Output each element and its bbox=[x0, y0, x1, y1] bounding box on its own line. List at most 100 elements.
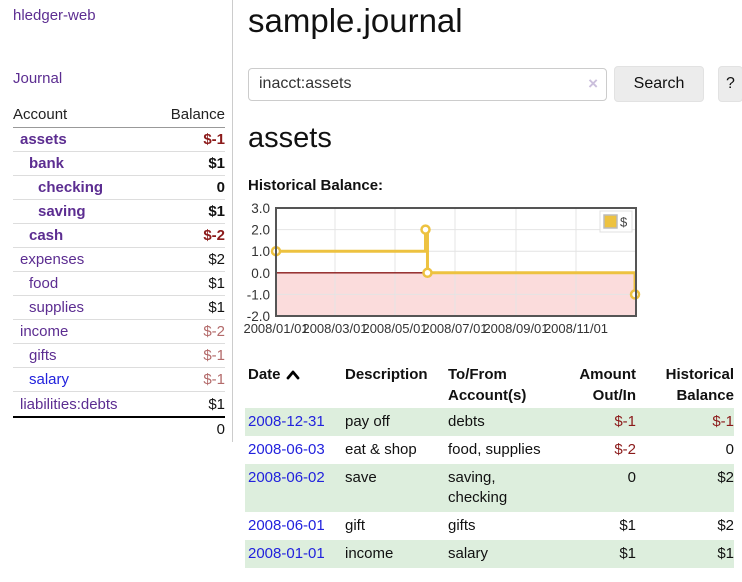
svg-text:2008/01/01: 2008/01/01 bbox=[243, 321, 308, 336]
account-link[interactable]: bank bbox=[29, 155, 65, 172]
register-date-cell: 2008-01-01 bbox=[245, 540, 345, 568]
register-amount: $-1 bbox=[614, 413, 636, 430]
account-link[interactable]: saving bbox=[38, 203, 86, 220]
sort-asc-icon bbox=[286, 370, 299, 380]
account-balance: $-2 bbox=[203, 227, 225, 244]
svg-text:-1.0: -1.0 bbox=[247, 287, 270, 302]
register-accounts-cell: debts bbox=[448, 413, 485, 430]
register-balance: $1 bbox=[717, 545, 734, 562]
balance-column-header: Balance bbox=[170, 106, 225, 123]
balance-column-header: Historical Balance bbox=[665, 366, 734, 404]
date-header-label: Date bbox=[248, 366, 281, 383]
svg-text:3.0: 3.0 bbox=[251, 201, 270, 216]
search-input[interactable] bbox=[248, 67, 607, 101]
register-date-cell: 2008-06-02 bbox=[245, 464, 345, 512]
svg-text:0.0: 0.0 bbox=[251, 266, 270, 281]
amount-column-header: Amount Out/In bbox=[579, 366, 636, 404]
account-balance: 0 bbox=[216, 179, 225, 196]
account-link[interactable]: salary bbox=[29, 371, 70, 388]
account-balance: $1 bbox=[208, 395, 225, 413]
svg-text:2008/05/01: 2008/05/01 bbox=[362, 321, 427, 336]
account-link[interactable]: income bbox=[20, 323, 69, 340]
account-link[interactable]: checking bbox=[38, 179, 104, 196]
register-accounts-cell: gifts bbox=[448, 517, 476, 534]
account-row: expenses $2 bbox=[13, 248, 225, 272]
register-balance: $-1 bbox=[712, 413, 734, 430]
register-date-cell: 2008-06-03 bbox=[245, 436, 345, 464]
svg-text:1.0: 1.0 bbox=[251, 244, 270, 259]
register-amount: 0 bbox=[627, 469, 636, 486]
account-link[interactable]: expenses bbox=[20, 251, 85, 268]
account-row: food $1 bbox=[13, 272, 225, 296]
page-title: sample.journal bbox=[248, 2, 463, 39]
account-row: salary $-1 bbox=[13, 368, 225, 392]
historical-balance-chart: $3.0 2.0 1.0 0.0 -1.0 -2.0 2008/01/01 2008/03/0… bbox=[243, 200, 724, 345]
register-description-cell: save bbox=[345, 469, 377, 486]
search-button[interactable]: Search bbox=[614, 66, 704, 102]
description-column-header: Description bbox=[345, 366, 428, 383]
svg-text:2008/09/01: 2008/09/01 bbox=[483, 321, 548, 336]
search-bar: × Search ? bbox=[248, 66, 742, 102]
total-balance: 0 bbox=[216, 420, 225, 438]
account-row: gifts $-1 bbox=[13, 344, 225, 368]
register-table: Date Description To/From Account(s) Amou… bbox=[245, 360, 734, 568]
svg-text:-2.0: -2.0 bbox=[247, 309, 270, 324]
account-link[interactable]: assets bbox=[20, 131, 67, 148]
sidebar-item-journal[interactable]: Journal bbox=[13, 70, 63, 87]
register-header-row: Date Description To/From Account(s) Amou… bbox=[245, 360, 734, 408]
app-brand-link[interactable]: hledger-web bbox=[13, 7, 96, 24]
account-link[interactable]: gifts bbox=[29, 347, 57, 364]
account-link[interactable]: liabilities:debts bbox=[20, 395, 118, 413]
register-amount: $1 bbox=[619, 545, 636, 562]
register-date-link[interactable]: 2008-12-31 bbox=[248, 413, 325, 430]
table-row: 2008-06-03 eat & shop food, supplies $-2… bbox=[245, 436, 734, 464]
register-amount: $-2 bbox=[614, 441, 636, 458]
register-balance: $2 bbox=[717, 517, 734, 534]
table-row: 2008-12-31 pay off debts $-1 $-1 bbox=[245, 408, 734, 436]
account-link[interactable]: supplies bbox=[29, 299, 85, 316]
account-balance: $-1 bbox=[203, 371, 225, 388]
register-accounts-cell: salary bbox=[448, 545, 489, 562]
register-accounts-cell: food, supplies bbox=[448, 441, 541, 458]
account-link[interactable]: food bbox=[29, 275, 59, 292]
register-description-cell: eat & shop bbox=[345, 441, 417, 458]
register-description-cell: pay off bbox=[345, 413, 390, 430]
register-date-cell: 2008-06-01 bbox=[245, 512, 345, 540]
date-column-header[interactable]: Date bbox=[245, 360, 345, 408]
account-row: saving $1 bbox=[13, 200, 225, 224]
table-row: 2008-06-01 gift gifts $1 $2 bbox=[245, 512, 734, 540]
svg-text:2.0: 2.0 bbox=[251, 223, 270, 238]
chart-label: Historical Balance: bbox=[248, 177, 384, 194]
register-accounts-cell: saving, checking bbox=[448, 469, 508, 506]
account-balance: $2 bbox=[208, 251, 225, 268]
help-button[interactable]: ? bbox=[718, 66, 742, 102]
account-heading: assets bbox=[248, 122, 332, 154]
account-balance: $-1 bbox=[203, 131, 225, 148]
account-row: liabilities:debts $1 bbox=[13, 392, 225, 416]
account-balance: $1 bbox=[208, 203, 225, 220]
account-row: assets $-1 bbox=[13, 128, 225, 152]
register-amount: $1 bbox=[619, 517, 636, 534]
account-balance: $1 bbox=[208, 275, 225, 292]
account-link[interactable]: cash bbox=[29, 227, 64, 244]
svg-text:2008/11/01: 2008/11/01 bbox=[544, 321, 608, 336]
clear-search-icon[interactable]: × bbox=[588, 73, 598, 93]
register-date-link[interactable]: 2008-01-01 bbox=[248, 545, 325, 562]
svg-text:2008/07/01: 2008/07/01 bbox=[422, 321, 487, 336]
sidebar: hledger-web Journal Account Balance asse… bbox=[0, 0, 233, 442]
register-date-link[interactable]: 2008-06-03 bbox=[248, 441, 325, 458]
register-date-link[interactable]: 2008-06-01 bbox=[248, 517, 325, 534]
account-row: checking 0 bbox=[13, 176, 225, 200]
account-row: income $-2 bbox=[13, 320, 225, 344]
search-input-wrap: × bbox=[248, 67, 607, 101]
account-table-header: Account Balance bbox=[13, 103, 225, 128]
register-date-link[interactable]: 2008-06-02 bbox=[248, 469, 325, 486]
account-row: bank $1 bbox=[13, 152, 225, 176]
table-row: 2008-01-01 income salary $1 $1 bbox=[245, 540, 734, 568]
account-balance: $1 bbox=[208, 155, 225, 172]
account-balance: $1 bbox=[208, 299, 225, 316]
register-balance: 0 bbox=[725, 441, 734, 458]
register-description-cell: income bbox=[345, 545, 394, 562]
register-description-cell: gift bbox=[345, 517, 366, 534]
account-balance: $-1 bbox=[203, 347, 225, 364]
